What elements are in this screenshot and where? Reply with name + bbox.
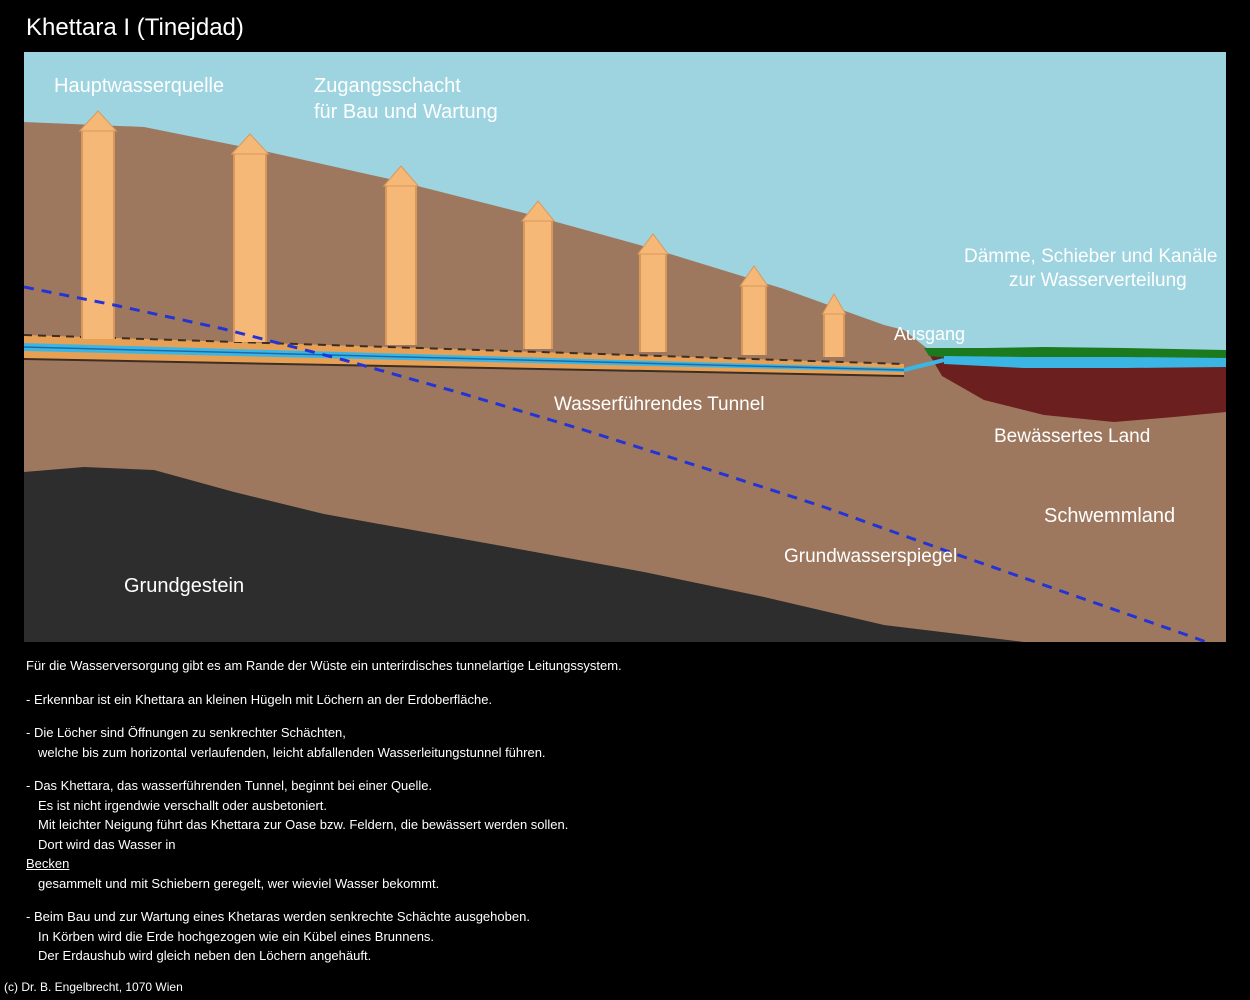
desc-p1: - Erkennbar ist ein Khettara an kleinen … xyxy=(26,690,1224,710)
svg-text:Grundwasserspiegel: Grundwasserspiegel xyxy=(784,546,957,567)
becken-link[interactable]: Becken xyxy=(26,856,69,871)
svg-text:zur Wasserverteilung: zur Wasserverteilung xyxy=(1009,270,1187,291)
desc-p2: - Die Löcher sind Öffnungen zu senkrecht… xyxy=(26,723,1224,762)
svg-text:Schwemmland: Schwemmland xyxy=(1044,505,1175,527)
desc-intro: Für die Wasserversorgung gibt es am Rand… xyxy=(26,656,1224,676)
description-block: Für die Wasserversorgung gibt es am Rand… xyxy=(0,642,1250,966)
svg-text:Dämme, Schieber und Kanäle: Dämme, Schieber und Kanäle xyxy=(964,246,1217,267)
desc-p4: - Beim Bau und zur Wartung eines Khetara… xyxy=(26,907,1224,966)
svg-text:Zugangsschacht: Zugangsschacht xyxy=(314,75,461,97)
desc-p3: - Das Khettara, das wasserführenden Tunn… xyxy=(26,776,1224,893)
svg-text:Bewässertes Land: Bewässertes Land xyxy=(994,426,1150,447)
khettara-diagram: Hauptwasserquelle Zugangsschacht für Bau u… xyxy=(24,52,1226,642)
page-title: Khettara I (Tinejdad) xyxy=(0,0,1250,52)
copyright: (c) Dr. B. Engelbrecht, 1070 Wien xyxy=(4,980,183,994)
svg-text:Ausgang: Ausgang xyxy=(894,324,965,344)
diagram-container: Hauptwasserquelle Zugangsschacht für Bau u… xyxy=(24,52,1226,642)
svg-text:Grundgestein: Grundgestein xyxy=(124,575,244,597)
svg-text:Hauptwasserquelle: Hauptwasserquelle xyxy=(54,75,224,97)
svg-text:Wasserführendes Tunnel: Wasserführendes Tunnel xyxy=(554,394,765,415)
svg-text:für Bau und Wartung: für Bau und Wartung xyxy=(314,101,498,123)
